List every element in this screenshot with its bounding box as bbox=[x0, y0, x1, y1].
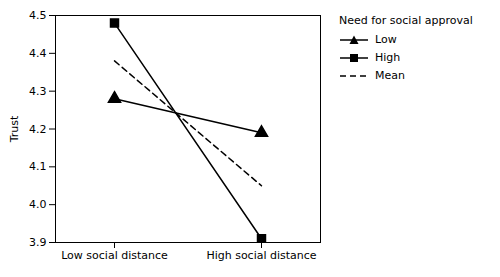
svg-text:4.2: 4.2 bbox=[29, 123, 47, 136]
svg-text:4.3: 4.3 bbox=[29, 85, 47, 98]
html-text:High: High bbox=[375, 51, 401, 64]
svg-text:4.4: 4.4 bbox=[29, 47, 47, 60]
svg-text:4.5: 4.5 bbox=[29, 9, 47, 22]
svg-text:Trust: Trust bbox=[8, 115, 21, 143]
html-text:Low: Low bbox=[375, 33, 397, 46]
svg-text:High social distance: High social distance bbox=[206, 249, 316, 262]
svg-text:Low social distance: Low social distance bbox=[61, 249, 168, 262]
html-text:Need for social approval: Need for social approval bbox=[339, 14, 473, 27]
svg-text:4.1: 4.1 bbox=[29, 160, 47, 173]
svg-text:3.9: 3.9 bbox=[29, 236, 47, 249]
html-text:Mean: Mean bbox=[375, 69, 405, 82]
svg-text:4.0: 4.0 bbox=[29, 198, 47, 211]
